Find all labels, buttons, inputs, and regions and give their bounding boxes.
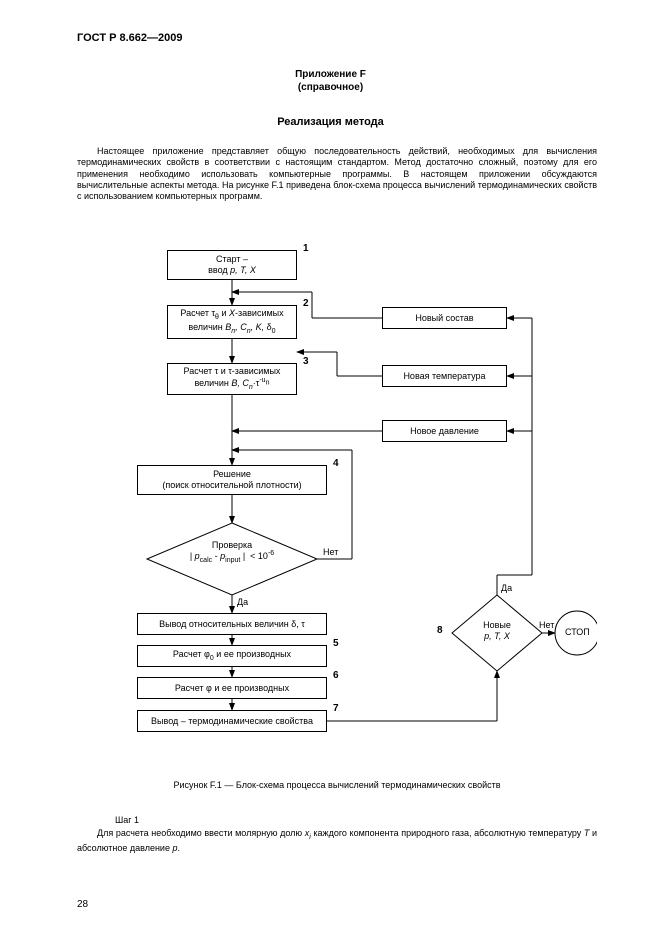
label-yes-2: Да [501, 583, 512, 593]
step-num-6: 6 [333, 670, 339, 681]
figure-caption: Рисунок F.1 — Блок-схема процесса вычисл… [77, 780, 597, 790]
box-4: Решение(поиск относительной плотности) [137, 465, 327, 495]
box-new-press: Новое давление [382, 420, 507, 442]
doc-header: ГОСТ Р 8.662—2009 [77, 32, 182, 44]
label-no-2: Нет [539, 620, 554, 630]
step-num-2: 2 [303, 298, 309, 309]
step-num-8: 8 [437, 625, 443, 636]
step1-heading: Шаг 1 [115, 815, 139, 825]
decision-new-ptx: Новыеp, T, X [475, 620, 519, 642]
page-number: 28 [77, 899, 88, 910]
step1-text: Для расчета необходимо ввести молярную д… [77, 828, 597, 854]
flowchart: 1 2 3 4 5 6 7 8 Старт –ввод p, T, X Расч… [77, 235, 597, 750]
step-num-7: 7 [333, 703, 339, 714]
box-7: Вывод – термодинамические свойства [137, 710, 327, 732]
intro-paragraph: Настоящее приложение представляет общую … [77, 146, 597, 202]
step-num-1: 1 [303, 243, 309, 254]
box-new-comp: Новый состав [382, 307, 507, 329]
step-num-4: 4 [333, 458, 339, 469]
box-start: Старт –ввод p, T, X [167, 250, 297, 280]
step-num-3: 3 [303, 356, 309, 367]
section-title: Реализация метода [0, 116, 661, 128]
stop-label: СТОП [565, 627, 589, 637]
box-6: Расчет φ и ее производных [137, 677, 327, 699]
box-2: Расчет τθ и X-зависимыхвеличин Bn, Cn, K… [167, 305, 297, 339]
decision-check: Проверка| pcalc - pinput | < 10-6 [172, 540, 292, 564]
box-5: Расчет φ0 и ее производных [137, 645, 327, 667]
box-output-rel: Вывод относительных величин δ, τ [137, 613, 327, 635]
box-3: Расчет τ и τ-зависимыхвеличин B, Cn·τ-un [167, 363, 297, 395]
label-no-1: Нет [323, 547, 338, 557]
box-new-temp: Новая температура [382, 365, 507, 387]
step-num-5: 5 [333, 638, 339, 649]
appendix-title: Приложение F (справочное) [0, 68, 661, 94]
label-yes-1: Да [237, 597, 248, 607]
